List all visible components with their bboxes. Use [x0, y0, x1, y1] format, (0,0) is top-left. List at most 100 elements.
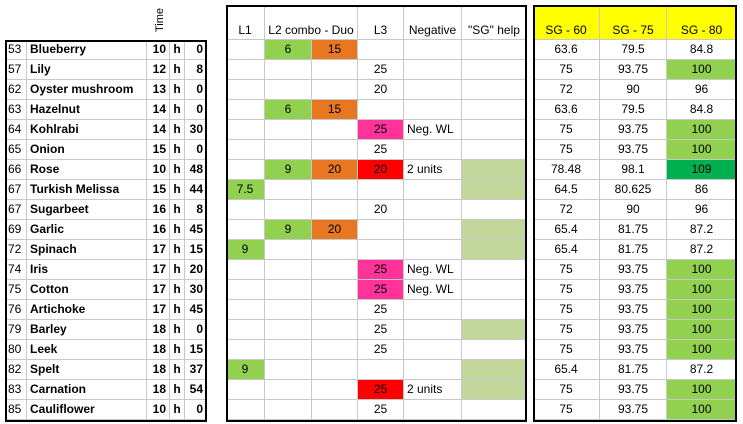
cell-l1 [226, 220, 265, 240]
cell-help [462, 40, 527, 60]
cell-sg80: 84.8 [667, 100, 737, 120]
cell-sg60: 75 [533, 120, 600, 140]
cell-sg80: 87.2 [667, 240, 737, 260]
cell-sg60: 75 [533, 320, 600, 340]
cell-unit: h [170, 60, 185, 80]
header-cell: L3 [358, 5, 404, 40]
cell-l2a [265, 240, 312, 260]
cell-help [462, 80, 527, 100]
cell-sg80: 86 [667, 180, 737, 200]
cell-help [462, 400, 527, 420]
cell-help [462, 280, 527, 300]
cell-l2a [265, 180, 312, 200]
cell-l2a [265, 360, 312, 380]
cell-id: 85 [5, 400, 27, 420]
cell-help [462, 260, 527, 280]
cell-help [462, 300, 527, 320]
cell-sg80: 100 [667, 340, 737, 360]
cell-l3 [358, 100, 404, 120]
cell-minutes: 48 [185, 160, 207, 180]
cell-minutes: 30 [185, 120, 207, 140]
cell-sg60: 75 [533, 280, 600, 300]
cell-sg80: 87.2 [667, 220, 737, 240]
cell-l2a [265, 120, 312, 140]
cell-negative [404, 200, 462, 220]
cell-l2a [265, 140, 312, 160]
cell-minutes: 8 [185, 200, 207, 220]
cell-negative [404, 100, 462, 120]
cell-sg75: 98.1 [600, 160, 667, 180]
cell-l3: 25 [358, 320, 404, 340]
cell-l1 [226, 400, 265, 420]
cell-l2a [265, 320, 312, 340]
cell-unit: h [170, 240, 185, 260]
cell-l2a [265, 80, 312, 100]
cell-id: 74 [5, 260, 27, 280]
cell-minutes: 0 [185, 100, 207, 120]
cell-sg75: 93.75 [600, 140, 667, 160]
cell-negative: Neg. WL [404, 280, 462, 300]
header-cell: SG - 75 [600, 5, 667, 40]
cell-name: Spinach [27, 240, 147, 260]
cell-minutes: 30 [185, 280, 207, 300]
cell-l2b: 15 [312, 40, 358, 60]
cell-sg80: 100 [667, 320, 737, 340]
cell-name: Carnation [27, 380, 147, 400]
cell-sg60: 75 [533, 140, 600, 160]
cell-sg60: 64.5 [533, 180, 600, 200]
cell-l3 [358, 180, 404, 200]
cell-l1 [226, 380, 265, 400]
cell-l3: 20 [358, 80, 404, 100]
cell-l3: 25 [358, 340, 404, 360]
cell-l2b [312, 60, 358, 80]
cell-help [462, 360, 527, 380]
cell-l1 [226, 280, 265, 300]
cell-unit: h [170, 160, 185, 180]
cell-l2b [312, 120, 358, 140]
cell-sg75: 93.75 [600, 300, 667, 320]
cell-unit: h [170, 40, 185, 60]
cell-l3: 25 [358, 300, 404, 320]
cell-hours: 14 [147, 120, 170, 140]
cell-unit: h [170, 280, 185, 300]
cell-hours: 17 [147, 260, 170, 280]
cell-help [462, 100, 527, 120]
cell-name: Kohlrabi [27, 120, 147, 140]
cell-l2b [312, 400, 358, 420]
cell-sg80: 100 [667, 260, 737, 280]
cell-l2b [312, 380, 358, 400]
cell-l3: 25 [358, 60, 404, 80]
cell-id: 65 [5, 140, 27, 160]
cell-hours: 13 [147, 80, 170, 100]
cell-id: 67 [5, 200, 27, 220]
cell-l2a [265, 200, 312, 220]
cell-minutes: 20 [185, 260, 207, 280]
cell-l2b [312, 300, 358, 320]
cell-l1: 9 [226, 360, 265, 380]
cell-id: 64 [5, 120, 27, 140]
cell-sg60: 75 [533, 60, 600, 80]
cell-l2b [312, 260, 358, 280]
cell-l2a [265, 400, 312, 420]
cell-l3 [358, 40, 404, 60]
cell-sg80: 100 [667, 280, 737, 300]
time-header: Time [154, 7, 166, 32]
cell-help [462, 340, 527, 360]
cell-l1 [226, 100, 265, 120]
cell-help [462, 200, 527, 220]
cell-l2a: 6 [265, 40, 312, 60]
cell-hours: 17 [147, 280, 170, 300]
cell-sg75: 93.75 [600, 400, 667, 420]
cell-l2b: 15 [312, 100, 358, 120]
cell-l1: 9 [226, 240, 265, 260]
cell-name: Cotton [27, 280, 147, 300]
cell-l1 [226, 200, 265, 220]
cell-sg75: 79.5 [600, 40, 667, 60]
cell-sg75: 93.75 [600, 280, 667, 300]
cell-minutes: 0 [185, 80, 207, 100]
cell-unit: h [170, 340, 185, 360]
cell-l2b [312, 180, 358, 200]
cell-sg75: 93.75 [600, 320, 667, 340]
cell-sg75: 93.75 [600, 340, 667, 360]
cell-help [462, 240, 527, 260]
